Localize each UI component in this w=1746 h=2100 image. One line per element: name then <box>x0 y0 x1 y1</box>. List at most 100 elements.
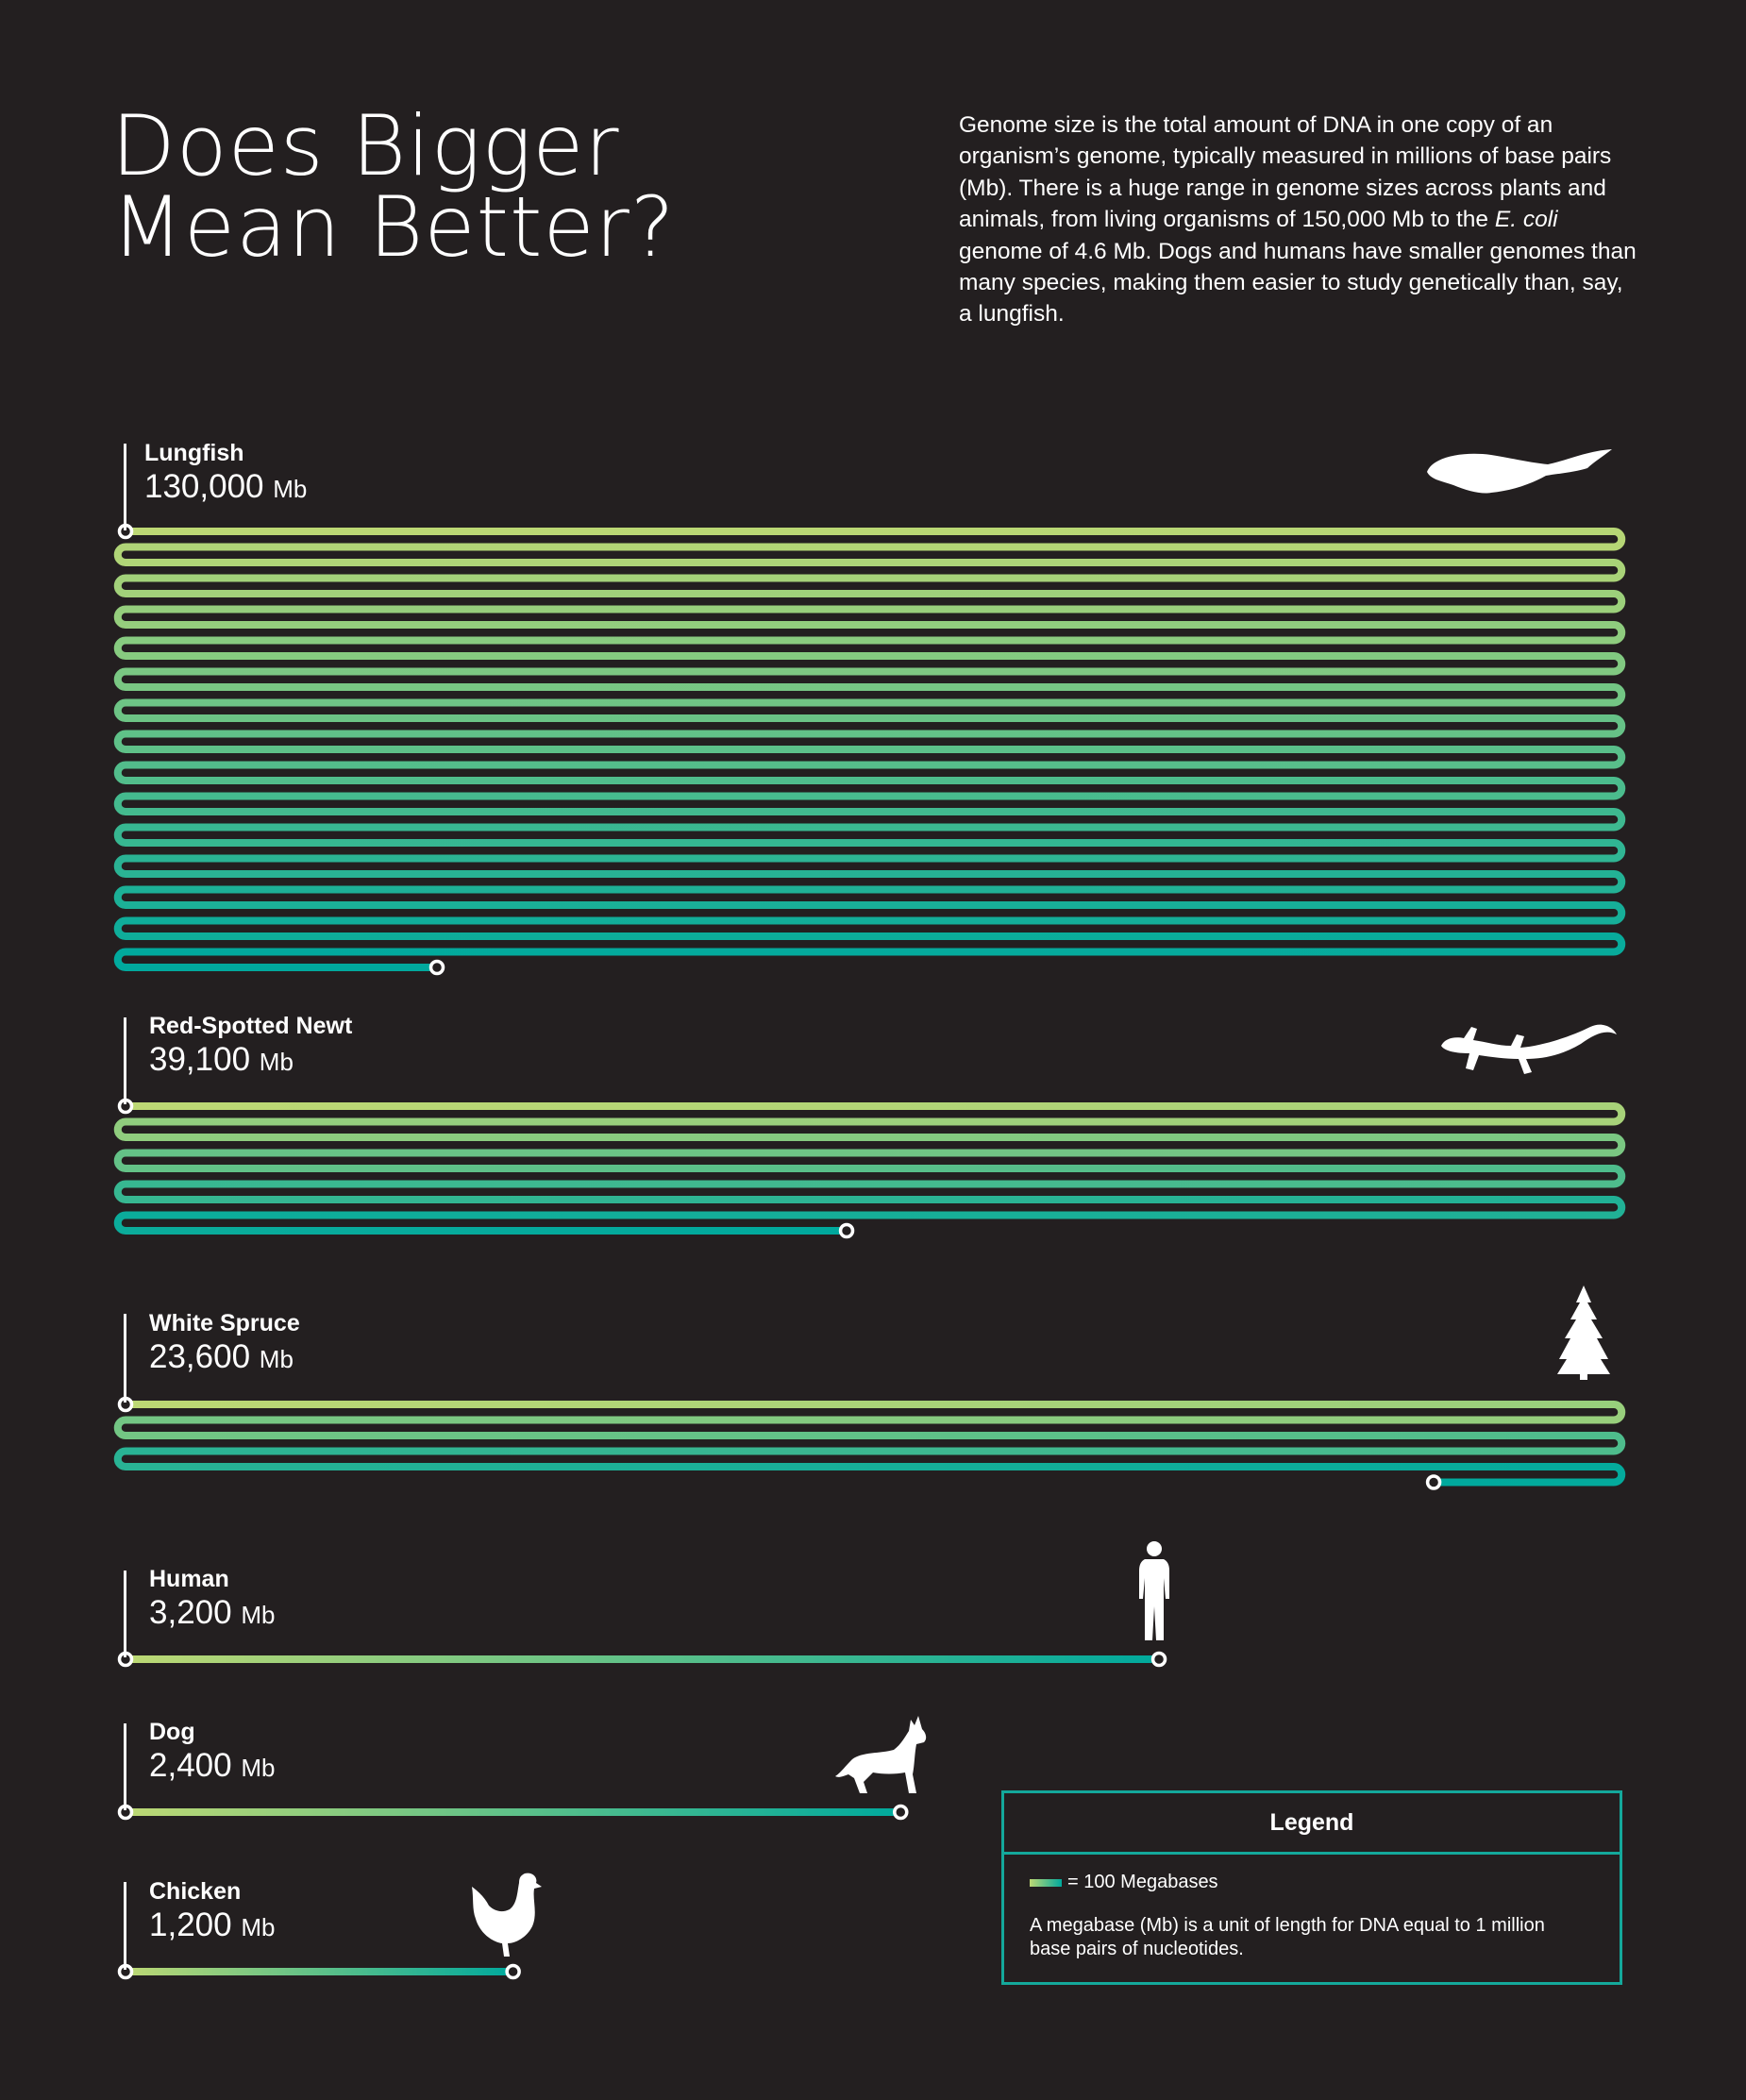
dna-turn <box>1613 777 1626 800</box>
dna-turn <box>1613 901 1626 925</box>
genome-size: 1,200 Mb <box>149 1906 275 1947</box>
label-tick <box>124 1882 126 1970</box>
dna-turn <box>1613 932 1626 956</box>
title-line-2: Mean Better? <box>111 178 676 276</box>
dna-turn <box>113 948 126 971</box>
genome-size: 3,200 Mb <box>149 1593 275 1635</box>
dna-turn <box>113 543 126 566</box>
lungfish-icon <box>1427 449 1612 494</box>
series-dog <box>117 1804 909 1821</box>
label-tick <box>124 1314 126 1403</box>
legend-swatch <box>1030 1878 1062 1887</box>
dna-turn <box>1613 652 1626 676</box>
dna-turn <box>113 667 126 691</box>
end-marker <box>428 959 445 976</box>
chicken-icon <box>472 1873 542 1957</box>
dna-turn <box>113 1416 126 1439</box>
genome-size: 130,000 Mb <box>144 467 307 509</box>
legend: Legend = 100 Megabases A megabase (Mb) i… <box>1001 1790 1622 1985</box>
dna-turn <box>1613 1196 1626 1219</box>
label-tick <box>124 1723 126 1810</box>
dna-turn <box>1613 590 1626 613</box>
genome-size: 39,100 Mb <box>149 1040 352 1082</box>
unit: Mb <box>259 1345 294 1373</box>
dna-turn <box>113 1149 126 1172</box>
label-tick <box>124 1017 126 1104</box>
series-human <box>117 1651 1167 1668</box>
dna-turn <box>1613 1432 1626 1455</box>
species-name: Human <box>149 1566 229 1592</box>
species-name: White Spruce <box>149 1310 300 1336</box>
title-line-1: Does Bigger <box>111 97 620 194</box>
spruce-tree-icon <box>1557 1285 1610 1380</box>
dna-turn <box>1613 839 1626 863</box>
dna-turn <box>1613 621 1626 645</box>
dna-turn <box>113 636 126 660</box>
dna-turn <box>113 1447 126 1470</box>
unit: Mb <box>273 475 308 503</box>
series-label: Chicken 1,200 Mb <box>149 1877 275 1947</box>
dna-turn <box>1613 808 1626 832</box>
series-label: Lungfish 130,000 Mb <box>144 439 307 509</box>
end-marker <box>1150 1651 1167 1668</box>
end-marker <box>893 1804 909 1821</box>
description: Genome size is the total amount of DNA i… <box>959 109 1638 330</box>
series-red-spotted-newt <box>113 1098 1626 1239</box>
series-chicken <box>117 1963 521 1980</box>
dna-turn <box>113 823 126 847</box>
species-name: Lungfish <box>144 440 244 466</box>
end-marker <box>505 1963 521 1980</box>
legend-note: A megabase (Mb) is a unit of length for … <box>1030 1915 1545 1959</box>
dna-turn <box>1613 1165 1626 1188</box>
page-title: Does Bigger Mean Better? <box>111 97 676 276</box>
genome-size: 2,400 Mb <box>149 1746 275 1788</box>
dna-turn <box>1613 1401 1626 1424</box>
value: 130,000 <box>144 468 264 505</box>
series-white-spruce <box>113 1396 1626 1490</box>
dna-turn <box>113 916 126 940</box>
dna-turn <box>113 885 126 909</box>
dna-turn <box>1613 683 1626 707</box>
unit: Mb <box>259 1048 294 1076</box>
unit: Mb <box>241 1601 276 1629</box>
unit: Mb <box>241 1754 276 1782</box>
dna-turn <box>113 1117 126 1141</box>
series-label: White Spruce 23,600 Mb <box>149 1309 300 1379</box>
dna-turn <box>1613 870 1626 894</box>
value: 3,200 <box>149 1594 232 1631</box>
dna-turn <box>1613 1134 1626 1157</box>
dog-icon <box>835 1716 927 1793</box>
legend-title: Legend <box>1004 1793 1620 1855</box>
dna-turn <box>1613 714 1626 738</box>
description-italic: E. coli <box>1494 207 1558 233</box>
dna-turn <box>113 574 126 597</box>
label-tick <box>124 1571 126 1657</box>
value: 2,400 <box>149 1747 232 1784</box>
dna-turn <box>1613 1463 1626 1487</box>
human-icon <box>1139 1541 1169 1640</box>
legend-item: = 100 Megabases <box>1030 1872 1620 1893</box>
species-name: Chicken <box>149 1878 242 1905</box>
series-label: Red-Spotted Newt 39,100 Mb <box>149 1012 352 1082</box>
value: 1,200 <box>149 1907 232 1943</box>
dna-turn <box>113 1211 126 1235</box>
species-name: Dog <box>149 1719 195 1745</box>
dna-turn <box>113 730 126 753</box>
series-label: Dog 2,400 Mb <box>149 1718 275 1788</box>
label-tick <box>124 444 126 530</box>
dna-turn <box>1613 559 1626 582</box>
newt-icon <box>1441 1024 1617 1074</box>
dna-turn <box>1613 528 1626 551</box>
value: 39,100 <box>149 1041 251 1078</box>
dna-turn <box>113 854 126 878</box>
end-marker <box>838 1222 855 1239</box>
dna-turn <box>113 792 126 815</box>
unit: Mb <box>241 1913 276 1941</box>
dna-turn <box>113 761 126 784</box>
dna-turn <box>1613 746 1626 769</box>
dna-turn <box>113 698 126 722</box>
value: 23,600 <box>149 1338 251 1375</box>
legend-swatch-label: = 100 Megabases <box>1067 1872 1218 1892</box>
genome-size: 23,600 Mb <box>149 1337 300 1379</box>
